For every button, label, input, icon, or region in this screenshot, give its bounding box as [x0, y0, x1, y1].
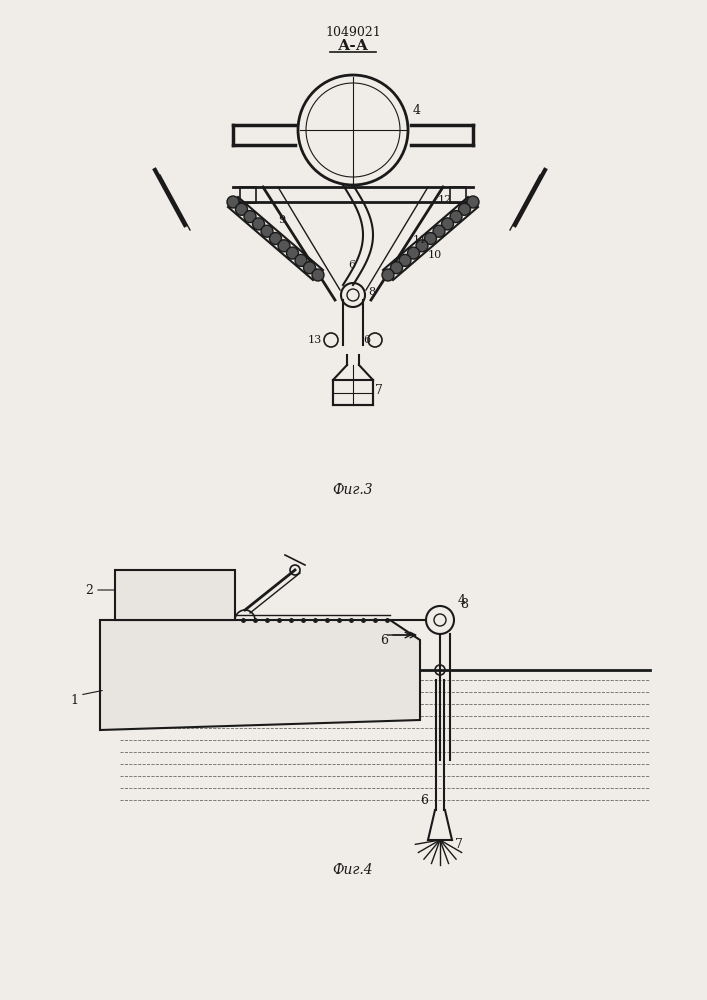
Circle shape	[227, 196, 239, 208]
Circle shape	[450, 211, 462, 223]
Circle shape	[424, 232, 436, 244]
Text: 1049021: 1049021	[325, 25, 381, 38]
Text: 6: 6	[348, 260, 355, 270]
Text: 6: 6	[380, 634, 388, 647]
Text: 8: 8	[460, 597, 468, 610]
Text: 11: 11	[413, 235, 427, 245]
Circle shape	[244, 211, 256, 223]
Circle shape	[269, 232, 281, 244]
Text: 7: 7	[375, 383, 383, 396]
Text: А-А: А-А	[337, 39, 368, 53]
Circle shape	[433, 225, 445, 237]
Text: 13: 13	[308, 335, 322, 345]
Circle shape	[382, 269, 394, 281]
Circle shape	[295, 254, 307, 266]
Circle shape	[441, 218, 453, 230]
Circle shape	[278, 240, 290, 252]
Circle shape	[261, 225, 273, 237]
Text: 9: 9	[278, 215, 285, 225]
Text: 7: 7	[455, 838, 463, 852]
Text: 2: 2	[85, 584, 93, 596]
Text: Фиг.3: Фиг.3	[333, 483, 373, 497]
FancyBboxPatch shape	[115, 570, 235, 620]
Text: 12: 12	[438, 195, 452, 205]
Text: 1: 1	[70, 694, 78, 706]
Circle shape	[390, 262, 402, 274]
Polygon shape	[100, 620, 420, 730]
Text: 6: 6	[363, 335, 370, 345]
Circle shape	[459, 203, 470, 215]
Circle shape	[303, 262, 315, 274]
Text: 4: 4	[413, 104, 421, 116]
Circle shape	[399, 254, 411, 266]
Circle shape	[467, 196, 479, 208]
Text: Фиг.4: Фиг.4	[333, 863, 373, 877]
Circle shape	[407, 247, 419, 259]
Circle shape	[286, 247, 298, 259]
Text: 6: 6	[420, 794, 428, 806]
Text: 8: 8	[368, 287, 375, 297]
Circle shape	[252, 218, 264, 230]
Text: 10: 10	[428, 250, 443, 260]
Text: 4: 4	[458, 593, 466, 606]
Circle shape	[235, 203, 247, 215]
Circle shape	[416, 240, 428, 252]
Circle shape	[312, 269, 324, 281]
